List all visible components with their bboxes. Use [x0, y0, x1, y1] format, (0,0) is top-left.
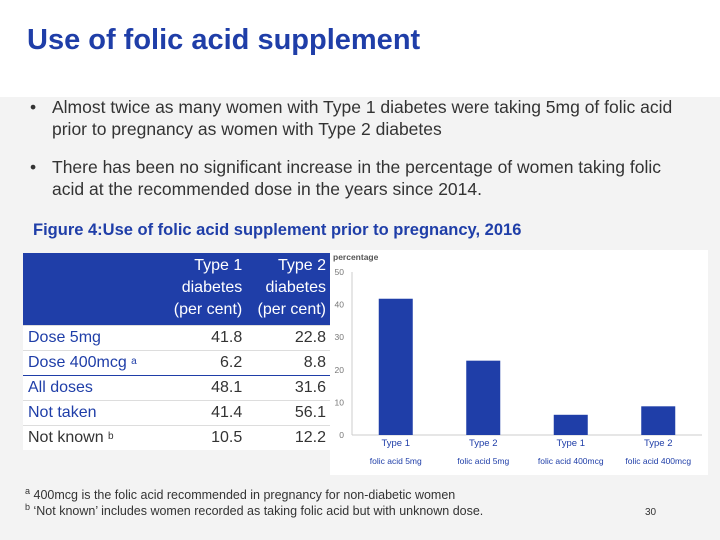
- table-row: Dose 400mcg a 6.2 8.8: [23, 350, 330, 376]
- x-tick-label: Type 1: [556, 438, 585, 449]
- x-tick-label: folic acid 400mcg: [625, 456, 691, 466]
- footnote-mark: b: [25, 502, 31, 512]
- type2-value: 8.8: [246, 350, 330, 376]
- bar-chart-svg: percentage 0 10 20 30 40 50 Type 1 folic acid 5m…: [333, 252, 702, 466]
- row-label: Not taken: [23, 400, 163, 426]
- slide-title: Use of folic acid supplement: [27, 24, 421, 56]
- table-header-cell: Type 2 diabetes (per cent): [246, 253, 330, 326]
- type1-value: 48.1: [162, 375, 247, 401]
- bar: [466, 360, 501, 435]
- x-tick-label: Type 1: [381, 438, 410, 449]
- row-label: All doses: [23, 375, 163, 401]
- row-label: Dose 400mcg a: [23, 350, 163, 376]
- table-row: All doses 48.1 31.6: [23, 375, 330, 401]
- slide-header: Use of folic acid supplement: [0, 0, 720, 98]
- bar: [553, 414, 588, 435]
- type1-value: 10.5: [162, 425, 247, 450]
- x-tick-label: Type 2: [469, 438, 498, 449]
- footnote-b: b ‘Not known’ includes women recorded as…: [25, 502, 483, 518]
- y-tick-label: 10: [335, 397, 345, 407]
- footnote-text: 400mcg is the folic acid recommended in …: [33, 488, 456, 503]
- type2-value: 22.8: [246, 325, 330, 351]
- table-row: Not known b 10.5 12.2: [23, 425, 330, 450]
- x-tick-label: folic acid 5mg: [370, 456, 422, 466]
- type1-value: 41.4: [162, 400, 247, 426]
- y-tick-label: 30: [335, 332, 345, 342]
- bar-chart: percentage 0 10 20 30 40 50 Type 1 folic acid 5m…: [330, 250, 708, 475]
- x-tick-label: Type 2: [644, 438, 673, 449]
- row-label: Not known b: [23, 425, 163, 450]
- y-tick-label: 50: [335, 267, 345, 277]
- footnote-text: ‘Not known’ includes women recorded as t…: [33, 504, 484, 519]
- footnote-a: a 400mcg is the folic acid recommended i…: [25, 486, 455, 502]
- type2-value: 31.6: [246, 375, 330, 401]
- footnote-mark: a: [25, 486, 31, 496]
- type1-value: 6.2: [162, 350, 247, 376]
- bar: [378, 298, 413, 435]
- table-header-cell: [23, 253, 163, 326]
- data-table: Type 1 diabetes (per cent) Type 2 diabet…: [23, 253, 330, 450]
- y-tick-label: 0: [339, 430, 344, 440]
- table-row: Dose 5mg 41.8 22.8: [23, 325, 330, 351]
- footnote-marker: a: [131, 356, 137, 367]
- bullet-icon: •: [30, 157, 37, 177]
- x-tick-label: folic acid 5mg: [457, 456, 509, 466]
- x-tick-label: folic acid 400mcg: [538, 456, 604, 466]
- footnote-marker: b: [108, 431, 114, 442]
- bar: [641, 406, 676, 435]
- table-header-cell: Type 1 diabetes (per cent): [162, 253, 247, 326]
- y-axis-title: percentage: [333, 252, 379, 262]
- bullet-text: There has been no significant increase i…: [52, 157, 661, 199]
- bullet-text: Almost twice as many women with Type 1 d…: [52, 97, 673, 139]
- type1-value: 41.8: [162, 325, 247, 351]
- row-label: Dose 5mg: [23, 325, 163, 351]
- y-tick-label: 20: [335, 365, 345, 375]
- table-header-row: Type 1 diabetes (per cent) Type 2 diabet…: [23, 253, 330, 326]
- page-number: 30: [645, 507, 657, 518]
- figure-title: Figure 4:Use of folic acid supplement pr…: [33, 221, 522, 239]
- y-tick-label: 40: [335, 300, 345, 310]
- table-row: Not taken 41.4 56.1: [23, 400, 330, 426]
- bullet-icon: •: [30, 97, 37, 117]
- type2-value: 56.1: [246, 400, 330, 426]
- type2-value: 12.2: [246, 425, 330, 450]
